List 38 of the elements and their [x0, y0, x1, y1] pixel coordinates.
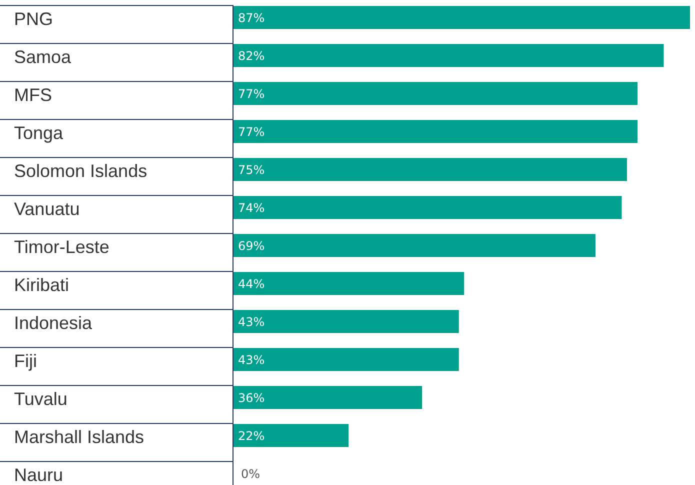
y-tick-label: Marshall Islands	[14, 427, 144, 447]
data-label: 87%	[238, 11, 265, 25]
data-label: 43%	[238, 315, 265, 329]
data-label: 77%	[238, 125, 265, 139]
y-tick-label: Indonesia	[14, 313, 94, 333]
data-label: 74%	[238, 201, 265, 215]
bar	[233, 44, 664, 67]
data-label: 22%	[238, 429, 265, 443]
y-tick-label: Fiji	[14, 351, 37, 371]
bar	[233, 82, 638, 105]
bar	[233, 310, 459, 333]
data-label: 44%	[238, 277, 265, 291]
data-label: 43%	[238, 353, 265, 367]
data-label: 36%	[238, 391, 265, 405]
data-label: 75%	[238, 163, 265, 177]
y-tick-label: MFS	[14, 85, 52, 105]
y-tick-label: Nauru	[14, 465, 64, 485]
bar	[233, 6, 690, 29]
bar	[233, 120, 638, 143]
bar	[233, 196, 622, 219]
bar	[233, 348, 459, 371]
y-tick-label: Kiribati	[14, 275, 70, 295]
bar	[233, 424, 349, 447]
data-label: 82%	[238, 49, 265, 63]
y-tick-label: Tuvalu	[14, 389, 68, 409]
bar	[233, 158, 627, 181]
bar	[233, 234, 596, 257]
data-label: 69%	[238, 239, 265, 253]
y-tick-label: Solomon Islands	[14, 161, 148, 181]
bar	[233, 386, 422, 409]
y-tick-label: Tonga	[14, 123, 64, 143]
y-tick-label: Timor-Leste	[14, 237, 110, 257]
y-tick-label: Samoa	[14, 47, 72, 67]
y-tick-label: PNG	[14, 9, 54, 29]
data-label: 77%	[238, 87, 265, 101]
data-label: 0%	[241, 467, 260, 481]
y-tick-label: Vanuatu	[14, 199, 80, 219]
bar	[233, 272, 464, 295]
